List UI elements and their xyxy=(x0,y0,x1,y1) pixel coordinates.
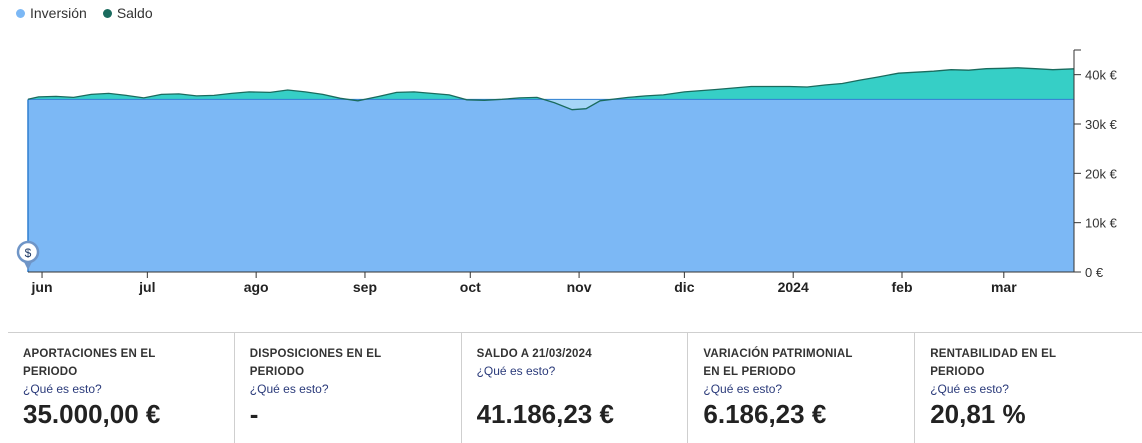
series-line-saldo xyxy=(27,67,1075,111)
help-link[interactable]: ¿Qué es esto? xyxy=(703,382,783,396)
dollar-icon: $ xyxy=(25,246,32,260)
chart-legend: Inversión Saldo xyxy=(16,5,153,21)
stat-label: SALDO A 21/03/2024 xyxy=(476,348,592,360)
stat-disposiciones: DISPOSICIONES EN EL PERIODO ¿Qué es esto… xyxy=(235,333,462,443)
stat-value: 35.000,00 € xyxy=(23,399,161,429)
y-tick-label: 40k € xyxy=(1085,68,1118,83)
stat-label: VARIACIÓN PATRIMONIAL EN EL PERIODO xyxy=(703,348,853,378)
x-tick-label: sep xyxy=(353,279,377,295)
help-link[interactable]: ¿Qué es esto? xyxy=(23,382,102,396)
help-link[interactable]: ¿Qué es esto? xyxy=(476,364,556,378)
balance-area-chart: 0 € 10k € 20k € 30k € 40k € jun jul ago sep oct n… xyxy=(16,49,1118,295)
help-link[interactable]: ¿Qué es esto? xyxy=(930,382,1009,396)
x-tick-label: mar xyxy=(991,279,1017,295)
x-tick-label: oct xyxy=(460,279,481,295)
stat-value: 20,81 % xyxy=(930,399,1026,429)
x-tick-label: feb xyxy=(892,279,913,295)
legend-label-saldo: Saldo xyxy=(116,5,153,21)
y-tick-label: 10k € xyxy=(1085,216,1118,231)
help-link[interactable]: ¿Qué es esto? xyxy=(249,382,329,396)
legend-item-saldo[interactable]: Saldo xyxy=(102,5,153,21)
stat-saldo: SALDO A 21/03/2024 ¿Qué es esto? 41.186,… xyxy=(462,333,689,443)
legend-item-inversion[interactable]: Inversión xyxy=(16,5,87,21)
y-tick-label: 30k € xyxy=(1085,117,1118,132)
x-tick-label: jul xyxy=(138,279,155,295)
marker-pin-tail xyxy=(24,262,32,270)
stat-value: - xyxy=(249,399,259,429)
stat-variacion: VARIACIÓN PATRIMONIAL EN EL PERIODO ¿Qué… xyxy=(688,333,916,443)
x-tick-label: 2024 xyxy=(778,279,809,295)
stat-rentabilidad: RENTABILIDAD EN EL PERIODO ¿Qué es esto?… xyxy=(915,333,1142,443)
legend-dot-saldo xyxy=(102,8,112,18)
stat-aportaciones: APORTACIONES EN EL PERIODO ¿Qué es esto?… xyxy=(8,333,235,443)
stat-label: APORTACIONES EN EL PERIODO xyxy=(23,348,156,378)
legend-label-inversion: Inversión xyxy=(30,5,87,21)
x-tick-label: dic xyxy=(674,279,694,295)
y-axis: 0 € 10k € 20k € 30k € 40k € xyxy=(1073,49,1118,280)
y-tick-label: 20k € xyxy=(1085,166,1118,181)
stat-value: 6.186,23 € xyxy=(703,399,827,429)
stat-label: RENTABILIDAD EN EL PERIODO xyxy=(930,348,1057,378)
x-tick-label: nov xyxy=(567,279,592,295)
series-area-inversion xyxy=(28,99,1074,272)
x-tick-label: jun xyxy=(31,279,53,295)
stat-label: DISPOSICIONES EN EL PERIODO xyxy=(249,348,382,378)
deposit-marker[interactable]: $ xyxy=(16,240,40,270)
x-axis: jun jul ago sep oct nov dic 2024 feb mar xyxy=(28,271,1074,295)
series-area-saldo xyxy=(28,67,1074,100)
x-tick-label: ago xyxy=(244,279,269,295)
legend-dot-inversion xyxy=(16,8,25,18)
stats-bar: APORTACIONES EN EL PERIODO ¿Qué es esto?… xyxy=(8,332,1142,443)
plot-area xyxy=(27,67,1075,272)
y-tick-label: 0 € xyxy=(1085,265,1104,280)
stat-value: 41.186,23 € xyxy=(476,399,614,429)
